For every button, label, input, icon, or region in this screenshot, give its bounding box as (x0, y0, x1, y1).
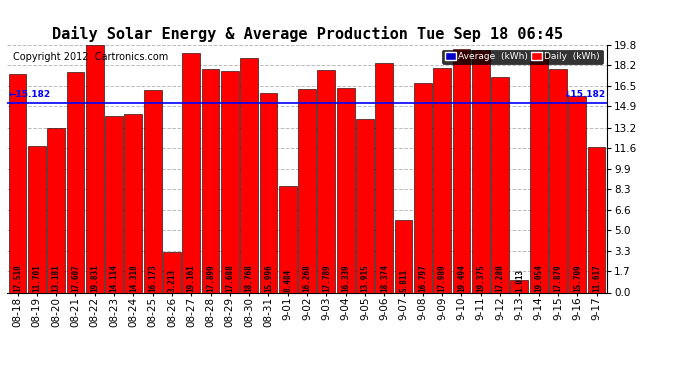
Bar (317, 70, 335, 292)
Bar (491, 76, 509, 292)
Text: 13.915: 13.915 (360, 264, 369, 292)
Bar (549, 69, 567, 292)
Bar (472, 50, 490, 292)
Bar (375, 63, 393, 292)
Bar (182, 53, 200, 292)
Text: 17.879: 17.879 (553, 264, 562, 292)
Bar (588, 147, 605, 292)
Text: 11.617: 11.617 (592, 264, 601, 292)
Text: 15.996: 15.996 (264, 264, 273, 292)
Bar (221, 71, 239, 292)
Text: ←15.182: ←15.182 (9, 90, 51, 99)
Text: Copyright 2012  Cartronics.com: Copyright 2012 Cartronics.com (13, 53, 168, 62)
Text: 18.768: 18.768 (245, 264, 254, 292)
Text: ↓15.182: ↓15.182 (563, 90, 605, 99)
Text: 17.280: 17.280 (495, 264, 504, 292)
Text: 18.374: 18.374 (380, 264, 388, 292)
Text: 14.318: 14.318 (129, 264, 138, 292)
Bar (66, 72, 84, 292)
Text: 5.811: 5.811 (399, 269, 408, 292)
Bar (395, 220, 413, 292)
Bar (105, 116, 123, 292)
Text: 17.789: 17.789 (322, 264, 331, 292)
Bar (453, 49, 471, 292)
Bar (414, 82, 432, 292)
Bar (511, 280, 529, 292)
Bar (144, 90, 161, 292)
Bar (569, 96, 586, 292)
Text: 15.709: 15.709 (573, 264, 582, 292)
Bar (298, 89, 316, 292)
Text: 17.607: 17.607 (71, 264, 80, 292)
Bar (47, 128, 65, 292)
Text: 1.013: 1.013 (515, 269, 524, 292)
Text: 16.173: 16.173 (148, 264, 157, 292)
Text: 11.701: 11.701 (32, 264, 41, 292)
Bar (356, 118, 374, 292)
Legend: Average  (kWh), Daily  (kWh): Average (kWh), Daily (kWh) (442, 50, 602, 64)
Text: 13.181: 13.181 (52, 264, 61, 292)
Text: 19.161: 19.161 (187, 264, 196, 292)
Bar (530, 54, 548, 292)
Text: 19.494: 19.494 (457, 264, 466, 292)
Text: 16.339: 16.339 (341, 264, 350, 292)
Bar (124, 114, 142, 292)
Bar (240, 58, 258, 292)
Text: 16.797: 16.797 (418, 264, 427, 292)
Bar (9, 74, 26, 292)
Bar (337, 88, 355, 292)
Text: 17.989: 17.989 (437, 264, 446, 292)
Text: 14.114: 14.114 (110, 264, 119, 292)
Text: 3.213: 3.213 (168, 269, 177, 292)
Text: 17.510: 17.510 (13, 264, 22, 292)
Text: 17.688: 17.688 (226, 264, 235, 292)
Text: 17.899: 17.899 (206, 264, 215, 292)
Bar (201, 69, 219, 292)
Text: 8.484: 8.484 (284, 269, 293, 292)
Text: 19.375: 19.375 (476, 264, 485, 292)
Bar (433, 68, 451, 292)
Bar (163, 252, 181, 292)
Text: 19.054: 19.054 (534, 264, 543, 292)
Text: 16.268: 16.268 (302, 264, 312, 292)
Bar (279, 186, 297, 292)
Bar (259, 93, 277, 292)
Bar (28, 146, 46, 292)
Text: 19.831: 19.831 (90, 264, 99, 292)
Bar (86, 45, 104, 292)
Title: Daily Solar Energy & Average Production Tue Sep 18 06:45: Daily Solar Energy & Average Production … (52, 27, 562, 42)
